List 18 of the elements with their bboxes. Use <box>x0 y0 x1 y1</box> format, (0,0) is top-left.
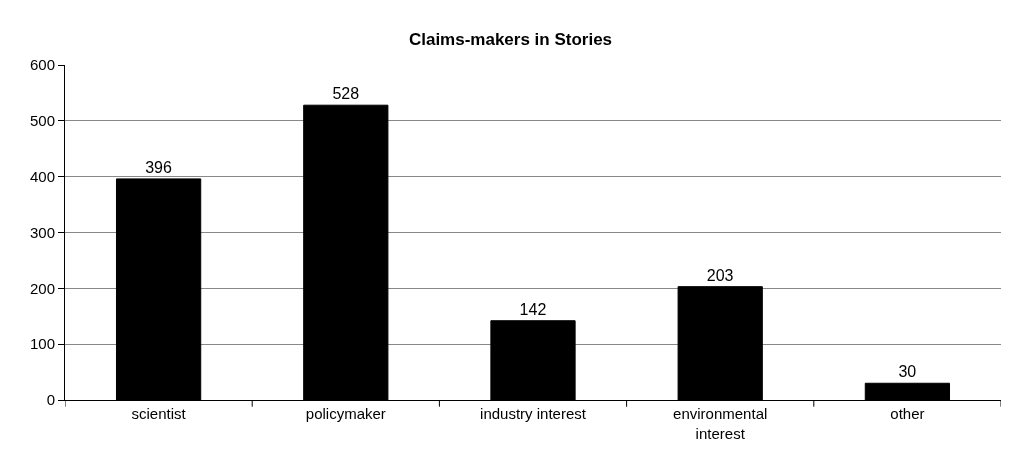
data-label: 142 <box>519 300 547 318</box>
y-tick-label: 300 <box>29 223 55 241</box>
y-tick-label: 100 <box>29 335 55 353</box>
chart-title: Claims-makers in Stories <box>408 29 613 49</box>
data-label: 203 <box>706 266 734 284</box>
y-tick-label: 500 <box>29 112 55 130</box>
y-tick-label: 0 <box>46 391 55 409</box>
y-tick-label: 200 <box>29 279 55 297</box>
y-tick-label: 600 <box>29 56 55 74</box>
x-tick-label: environmental interest <box>673 405 768 442</box>
x-tick-label: policymaker <box>305 405 386 422</box>
data-label: 30 <box>898 363 917 381</box>
x-tick-label: scientist <box>131 405 187 422</box>
data-label: 528 <box>332 85 360 103</box>
x-tick-label: other <box>890 405 925 422</box>
y-tick-label: 400 <box>29 167 55 185</box>
x-tick-label: industry interest <box>480 405 587 422</box>
data-label: 396 <box>145 158 172 176</box>
